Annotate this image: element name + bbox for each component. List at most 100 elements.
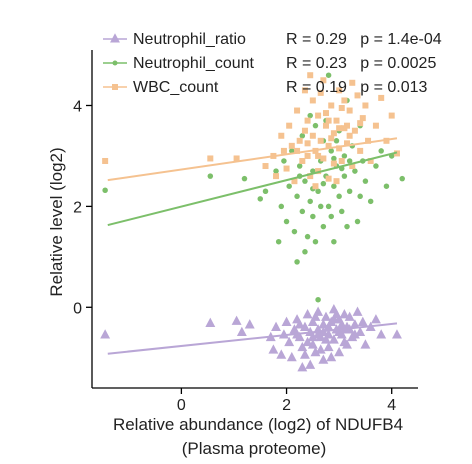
y-axis-label: Relative level (log2) <box>47 147 66 296</box>
data-point-1-33 <box>328 148 334 154</box>
data-point-1-13 <box>294 193 300 200</box>
data-point-2-18 <box>307 173 314 180</box>
data-point-2-33 <box>333 117 340 124</box>
data-point-0-42 <box>344 311 355 321</box>
data-point-1-12 <box>291 228 298 235</box>
data-point-1-7 <box>278 203 285 210</box>
data-point-0-46 <box>355 326 366 337</box>
data-point-2-69 <box>346 132 353 139</box>
data-point-1-71 <box>357 193 363 200</box>
data-point-0-52 <box>392 329 402 339</box>
legend-stats: R = 0.19 p = 0.013 <box>286 79 428 96</box>
data-point-1-4 <box>262 188 269 195</box>
data-point-1-46 <box>354 218 361 225</box>
data-point-2-50 <box>378 94 385 101</box>
data-point-2-41 <box>349 163 356 170</box>
data-point-2-29 <box>325 175 332 182</box>
data-point-0-63 <box>302 336 313 347</box>
data-point-2-24 <box>317 137 324 144</box>
data-point-2-12 <box>294 107 301 114</box>
data-point-0-21 <box>307 339 318 349</box>
data-point-1-57 <box>302 249 308 255</box>
data-point-2-15 <box>301 87 308 94</box>
data-point-2-27 <box>322 122 329 129</box>
fit-line-neutrophil-count <box>107 151 398 227</box>
data-point-1-16 <box>299 208 306 215</box>
data-point-2-6 <box>278 132 285 139</box>
data-point-1-56 <box>399 175 405 182</box>
data-point-2-65 <box>304 140 311 147</box>
data-point-2-67 <box>325 117 332 124</box>
data-point-2-49 <box>372 122 379 129</box>
data-point-0-2 <box>231 315 242 325</box>
data-point-1-11 <box>289 148 295 154</box>
data-point-0-65 <box>323 321 334 331</box>
data-point-2-64 <box>294 147 301 154</box>
data-point-2-70 <box>357 120 364 127</box>
data-point-1-26 <box>315 296 321 303</box>
data-point-0-54 <box>305 359 316 369</box>
legend-marker <box>112 60 118 66</box>
data-point-2-32 <box>330 160 337 167</box>
data-point-2-56 <box>312 183 319 190</box>
data-point-0-73 <box>349 329 360 339</box>
data-point-2-61 <box>338 105 345 112</box>
data-point-0-6 <box>268 344 279 354</box>
data-point-2-68 <box>336 125 343 132</box>
data-point-2-66 <box>315 152 322 159</box>
data-point-0-47 <box>357 316 368 326</box>
x-tick-label-1: 2 <box>282 397 291 414</box>
data-point-2-35 <box>336 87 343 94</box>
data-point-1-1 <box>207 173 214 179</box>
data-point-2-42 <box>351 127 358 134</box>
data-point-1-68 <box>320 180 327 187</box>
data-point-1-15 <box>296 163 303 169</box>
data-point-1-38 <box>336 193 342 200</box>
data-point-2-25 <box>320 77 327 84</box>
data-point-1-58 <box>307 112 313 119</box>
data-point-2-40 <box>346 107 353 114</box>
data-point-0-3 <box>236 326 247 337</box>
data-point-0-28 <box>318 354 329 364</box>
data-point-2-23 <box>315 112 322 119</box>
legend-item-neutrophil-ratio: Neutrophil_ratio R = 0.29 p = 1.4e-04 <box>103 31 442 48</box>
data-point-2-36 <box>338 157 345 164</box>
data-point-2-20 <box>309 97 316 104</box>
data-point-2-1 <box>207 155 214 162</box>
data-point-1-5 <box>273 168 279 174</box>
data-point-2-9 <box>286 122 293 129</box>
data-point-2-16 <box>304 152 311 159</box>
data-point-0-18 <box>299 321 310 331</box>
data-point-0-17 <box>297 362 308 372</box>
data-point-1-53 <box>378 148 384 154</box>
data-point-2-39 <box>344 140 351 147</box>
axes: 0 2 4 0 2 4 Relative abundance (log2) of NDUF… <box>47 50 418 458</box>
data-point-1-34 <box>331 183 337 189</box>
data-point-2-10 <box>288 142 295 149</box>
data-point-0-0 <box>100 329 111 339</box>
data-point-1-39 <box>339 208 345 215</box>
data-point-1-28 <box>320 223 327 230</box>
data-point-1-65 <box>344 223 350 230</box>
data-point-0-16 <box>297 341 308 352</box>
data-point-1-52 <box>373 163 379 169</box>
x-tick-label-0: 0 <box>177 397 186 414</box>
data-point-0-66 <box>334 326 345 337</box>
data-point-0-22 <box>307 316 318 326</box>
data-point-0-19 <box>302 309 313 319</box>
data-point-0-45 <box>352 306 363 316</box>
data-point-1-60 <box>317 203 324 210</box>
data-point-0-27 <box>318 319 329 329</box>
data-point-1-31 <box>325 203 332 210</box>
data-point-0-68 <box>294 319 305 329</box>
data-point-0-4 <box>244 319 255 329</box>
data-point-1-49 <box>362 178 369 184</box>
data-point-0-53 <box>299 349 310 359</box>
legend-label: Neutrophil_count <box>133 55 255 72</box>
data-point-1-69 <box>331 155 337 162</box>
data-point-0-10 <box>281 316 292 326</box>
data-point-0-31 <box>323 341 334 352</box>
data-point-1-41 <box>341 173 348 179</box>
data-point-1-8 <box>281 158 287 164</box>
